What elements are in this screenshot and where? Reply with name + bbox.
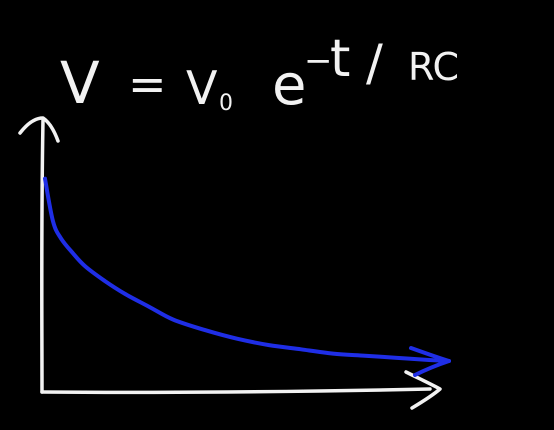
x-axis-arrowhead [404,370,442,410]
y-axis-line [40,118,45,394]
equation-coefficient-v: V [186,61,218,115]
axes [18,116,442,410]
equation-base-e: e [272,53,306,118]
x-axis-line [40,387,432,395]
equation: V = V 0 e − t / RC [60,29,459,118]
plot-area [43,176,451,377]
curve-arrowhead [409,346,451,377]
equation-exponent-slash: / [366,34,383,92]
equation-subscript-zero: 0 [219,91,233,116]
equation-exponent-t: t [330,29,350,89]
equation-lhs-v: V [60,49,100,117]
equation-equals-sign: = [128,57,167,111]
equation-exponent-rc: RC [408,45,459,89]
decay-curve [43,176,451,363]
y-axis-arrowhead [18,116,60,143]
equation-exponent-sign: − [304,41,333,81]
